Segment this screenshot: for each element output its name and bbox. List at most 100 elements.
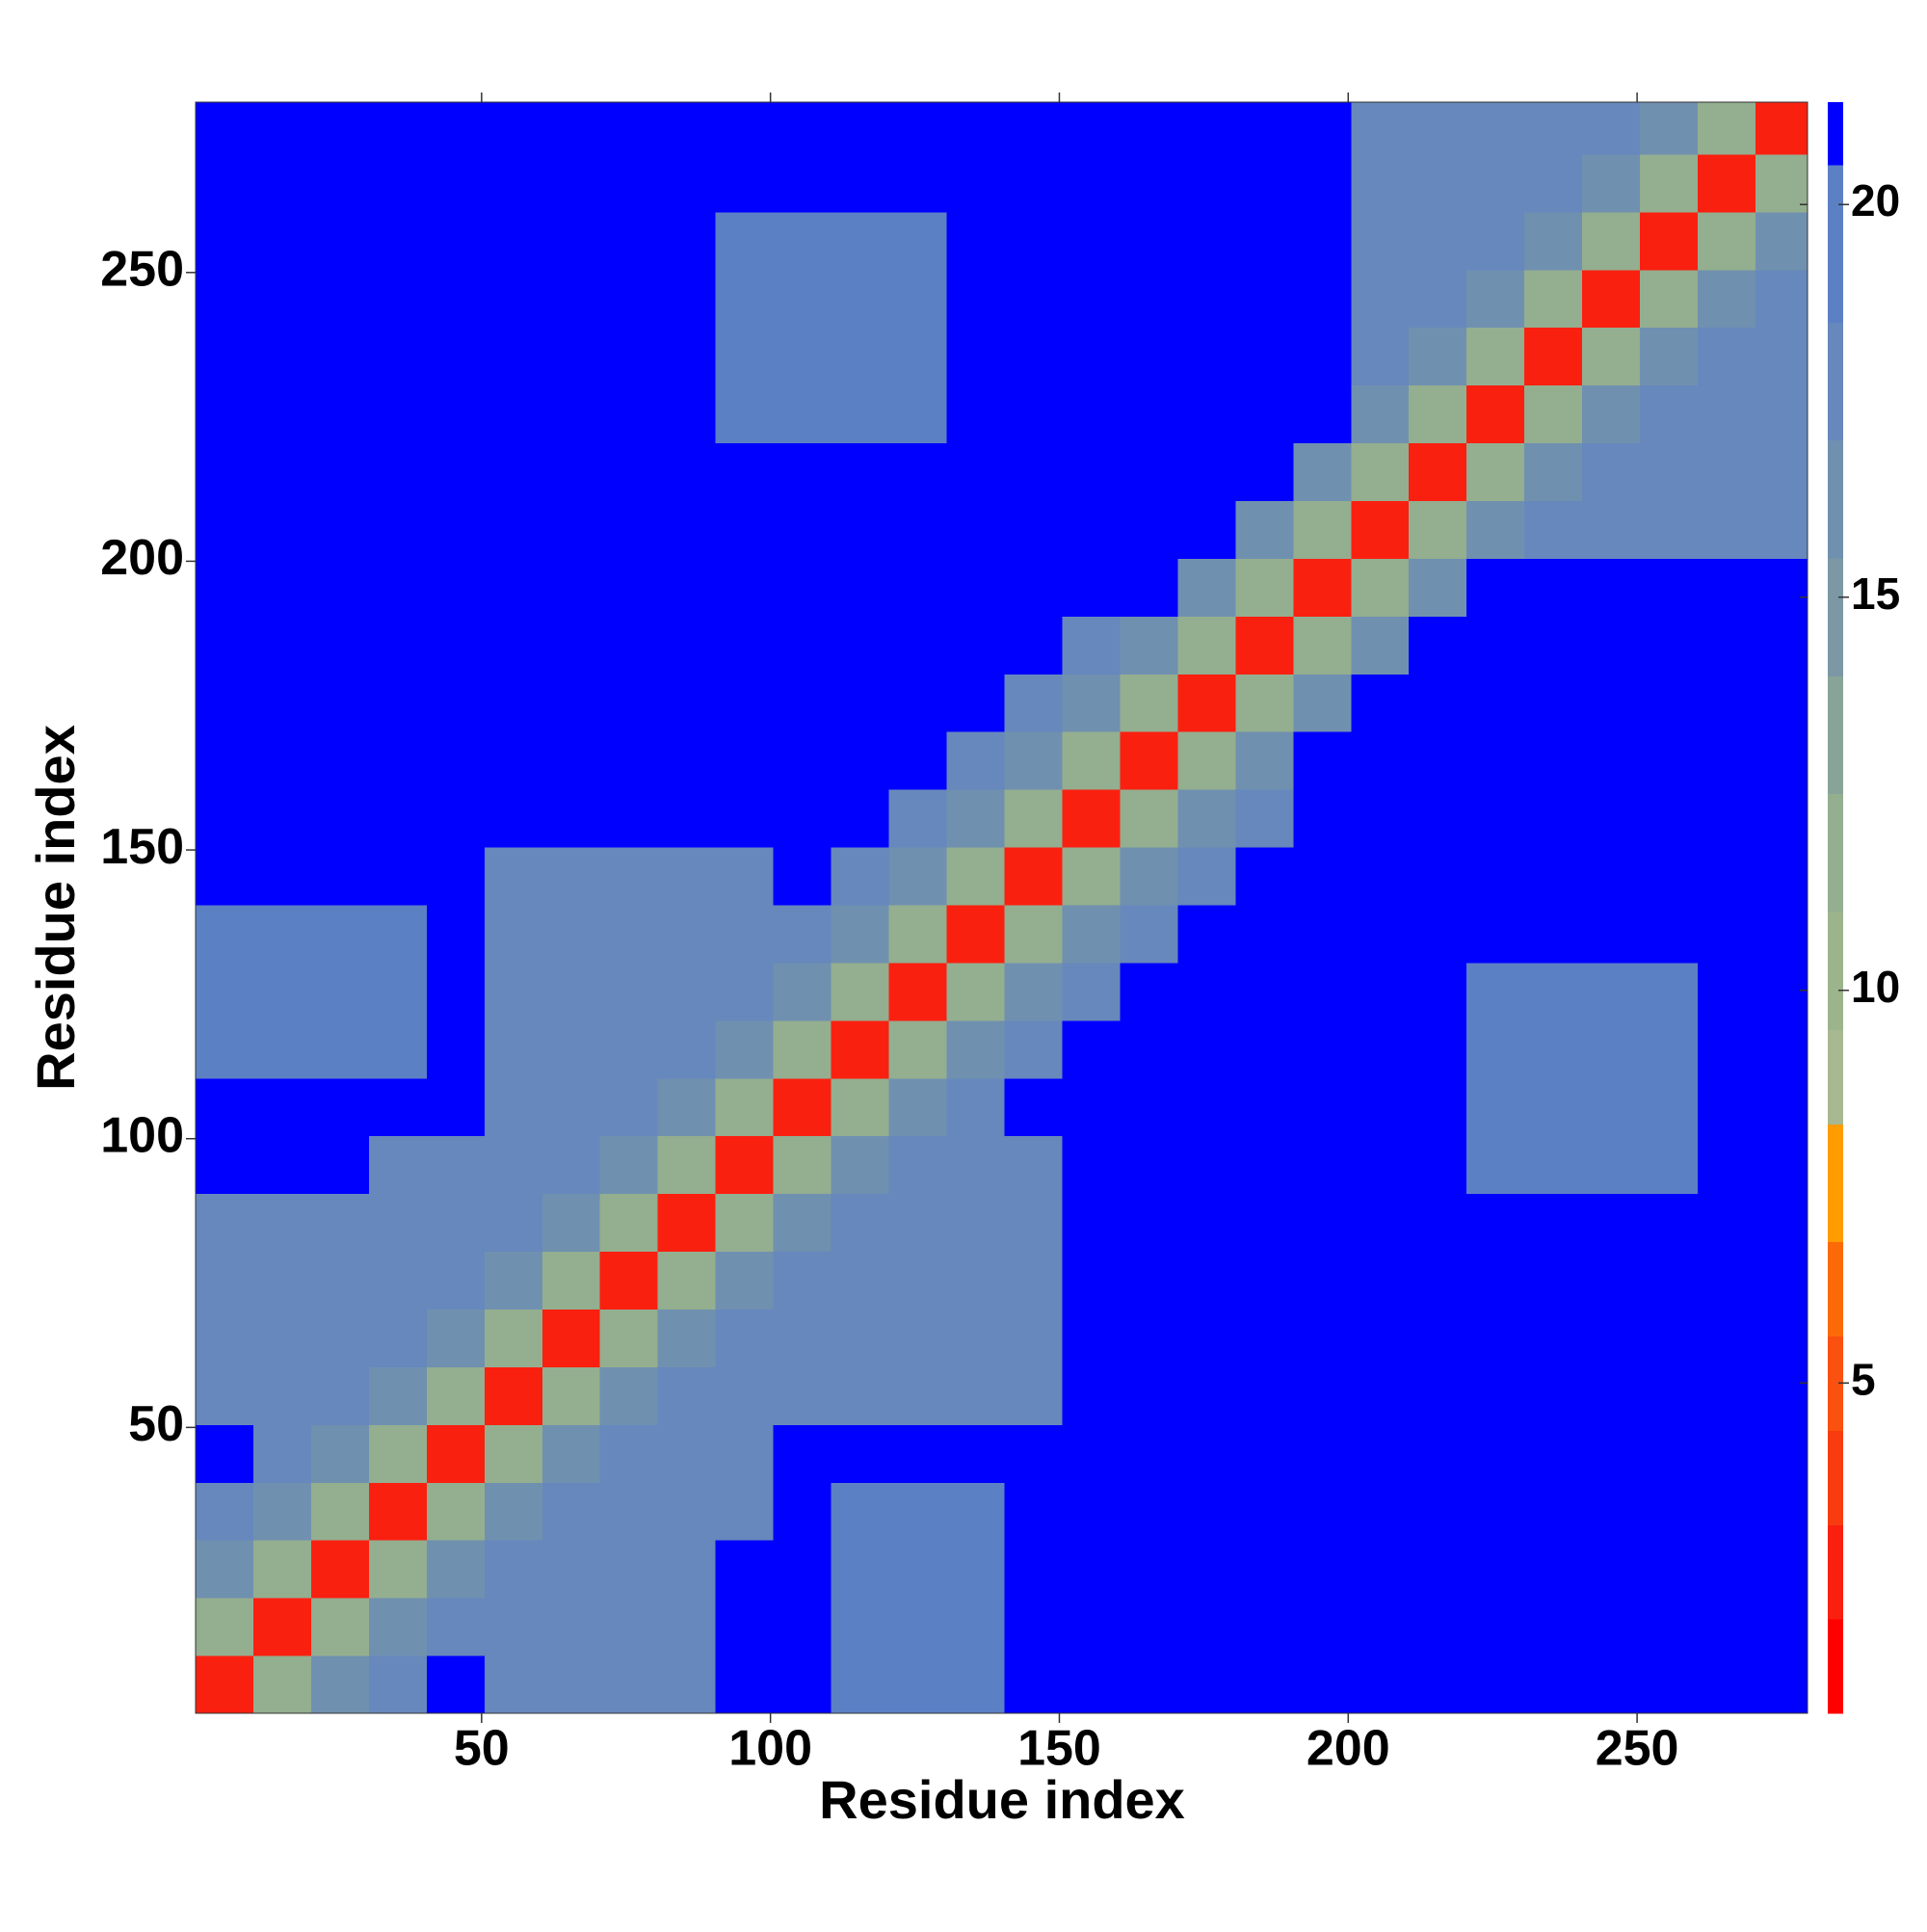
cell [1351,269,1410,329]
cell [1698,558,1756,617]
cell [831,384,890,444]
cell [368,1424,428,1483]
cell [426,327,486,386]
cell [196,1366,254,1425]
cell [888,269,948,329]
cell [196,384,254,444]
cell [1177,847,1236,906]
cell [368,1482,428,1541]
cell [1698,731,1756,790]
cell [657,269,717,329]
cell [310,1655,370,1714]
cell [1120,442,1178,502]
cell [1409,384,1467,444]
cell [888,789,948,848]
cell [1755,1540,1808,1599]
cell [1698,1598,1756,1656]
cell [773,1251,832,1310]
cell [715,616,775,675]
cell [599,1424,659,1483]
cell [1582,616,1641,675]
cell [1062,1019,1121,1079]
cell [426,153,486,213]
cell [310,442,370,502]
cell [657,327,717,386]
cell [773,1135,832,1195]
cell [599,211,659,271]
cell [1466,962,1525,1021]
cell [1293,1019,1352,1079]
cell [1640,1655,1699,1714]
cell [1755,500,1808,559]
cell [1293,102,1352,155]
cell [1120,1077,1178,1137]
cell [196,674,254,732]
x-tick-label: 150 [1017,1721,1101,1777]
cell [484,1135,543,1195]
cell [773,1366,832,1425]
cell [1755,327,1808,386]
cell [1582,1366,1641,1425]
cell [484,327,543,386]
cell [1409,789,1467,848]
cell [1062,500,1121,559]
cell [946,1193,1005,1253]
cell [773,1309,832,1367]
cell [599,1077,659,1137]
cell [426,1366,486,1425]
cell [1120,1251,1178,1310]
cell [1698,1655,1756,1714]
cell [484,789,543,848]
y-tick-label: 250 [100,242,184,298]
cell [484,211,543,271]
cell [831,847,890,906]
cell [1177,962,1236,1021]
cell [1640,1424,1699,1483]
cell [831,674,890,732]
cell [1755,731,1808,790]
cell [831,731,890,790]
cell [1698,616,1756,675]
cell [1582,1251,1641,1310]
cell [484,153,543,213]
cell [1004,1309,1063,1367]
cell [1177,102,1236,155]
cell [888,1655,948,1714]
cell [1409,1309,1467,1367]
cell [368,847,428,906]
cell [1698,1424,1756,1483]
cell [310,1193,370,1253]
cell [1293,674,1352,732]
cell [368,962,428,1021]
cell [1351,1135,1410,1195]
cell [1004,847,1063,906]
x-tick-label: 200 [1307,1721,1390,1777]
cell [773,674,832,732]
cell [310,1598,370,1656]
cell [1755,1309,1808,1367]
cell [1293,1598,1352,1656]
cell [1640,616,1699,675]
cell [1524,789,1583,848]
cell [1755,616,1808,675]
cell [1293,731,1352,790]
cell [310,616,370,675]
cell [715,789,775,848]
cell [1062,1309,1121,1367]
cell [831,789,890,848]
cell [1177,500,1236,559]
cell [1409,327,1467,386]
cell [484,616,543,675]
cell [1755,674,1808,732]
cell [1177,558,1236,617]
cell [1698,1193,1756,1253]
cell [1293,1135,1352,1195]
cell [1004,102,1063,155]
cell [1293,327,1352,386]
cell [368,905,428,964]
cell [599,616,659,675]
x-tick-label: 50 [454,1721,510,1777]
cell [831,1482,890,1541]
x-axis-label: Residue index [819,1769,1185,1830]
cell [426,442,486,502]
